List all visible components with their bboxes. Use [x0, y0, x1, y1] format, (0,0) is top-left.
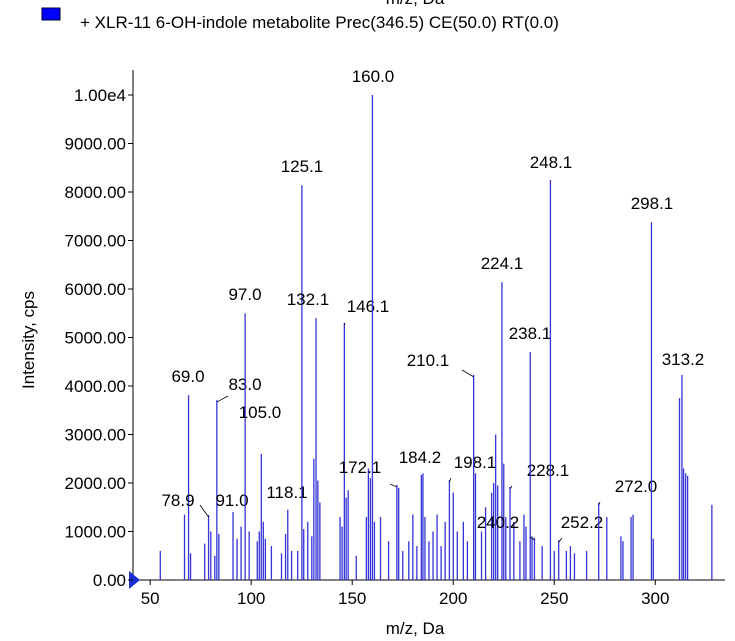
leader-line [343, 322, 346, 326]
top-cut-label: m/z, Da [386, 0, 445, 8]
y-tick-label: 2000.00 [65, 474, 126, 493]
peak-label: 272.0 [615, 477, 658, 496]
leader-line [449, 477, 452, 483]
leader-line [529, 536, 535, 541]
peak-label: 78.9 [161, 491, 194, 510]
y-tick-label: 3000.00 [65, 426, 126, 445]
peak-label: 132.1 [287, 290, 330, 309]
y-tick-label: 1000.00 [65, 523, 126, 542]
leader-line [199, 504, 209, 518]
peak-label: 69.0 [171, 367, 204, 386]
peak-label: 248.1 [530, 153, 573, 172]
peak-label: 198.1 [454, 453, 497, 472]
peak-label: 224.1 [481, 254, 524, 273]
peak-label: 160.0 [352, 67, 395, 86]
y-tick-label: 5000.00 [65, 329, 126, 348]
peak-label: 184.2 [399, 448, 442, 467]
leader-line [598, 501, 601, 506]
peak-label: 97.0 [228, 285, 261, 304]
peak-label: 146.1 [347, 297, 390, 316]
peak-label: 105.0 [239, 403, 282, 422]
y-tick-label: 8000.00 [65, 183, 126, 202]
legend-label: + XLR-11 6-OH-indole metabolite Prec(346… [80, 13, 559, 32]
peak-label: 238.1 [509, 324, 552, 343]
leader-line [461, 369, 474, 378]
peak-label: 118.1 [266, 483, 307, 502]
x-tick-label: 100 [237, 589, 265, 608]
leader-line [558, 537, 563, 543]
x-axis-title: m/z, Da [386, 619, 445, 638]
origin-marker [129, 571, 140, 589]
x-tick-label: 250 [540, 589, 568, 608]
x-tick-label: 300 [641, 589, 669, 608]
x-tick-label: 50 [141, 589, 160, 608]
peak-label: 125.1 [281, 157, 324, 176]
peak-label: 252.2 [561, 513, 604, 532]
y-tick-label: 1.00e4 [74, 86, 126, 105]
peak-label: 91.0 [215, 491, 248, 510]
peak-label: 240.2 [477, 513, 520, 532]
y-tick-label: 7000.00 [65, 232, 126, 251]
peak-label: 298.1 [631, 194, 674, 213]
peak-label: 210.1 [407, 351, 450, 370]
leader-line [389, 483, 398, 488]
y-tick-label: 0.00 [93, 571, 126, 590]
y-tick-label: 6000.00 [65, 280, 126, 299]
x-tick-label: 200 [439, 589, 467, 608]
y-tick-label: 9000.00 [65, 135, 126, 154]
peak-label: 228.1 [527, 461, 570, 480]
peak-label: 172.1 [339, 458, 382, 477]
peak-label: 313.2 [662, 350, 705, 369]
y-tick-label: 4000.00 [65, 377, 126, 396]
leader-line [216, 395, 229, 403]
y-axis-title: Intensity, cps [19, 291, 38, 389]
x-tick-label: 150 [338, 589, 366, 608]
leader-line [509, 485, 513, 490]
legend-swatch [41, 7, 61, 21]
